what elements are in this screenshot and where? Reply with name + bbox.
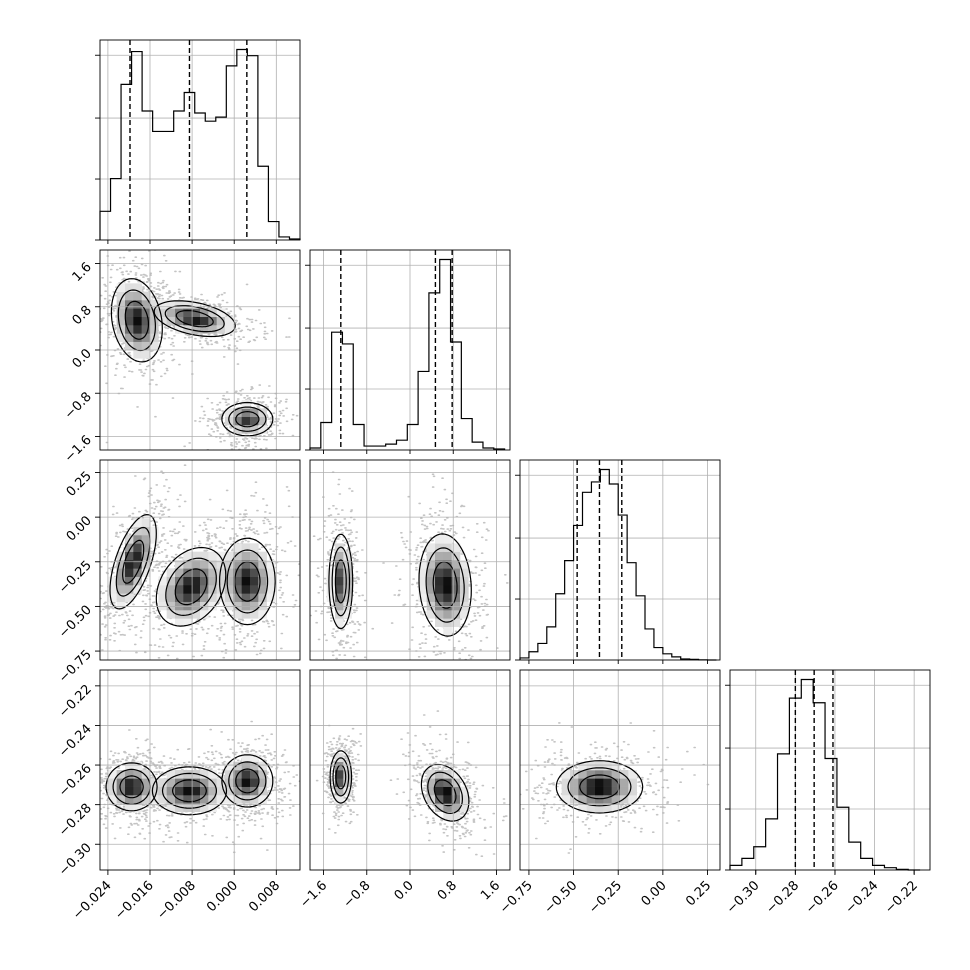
x-tick-label-0-2: −0.008 (154, 878, 199, 923)
contour (155, 546, 227, 627)
contour (567, 767, 632, 807)
x-tick-label-0-3: 0.000 (204, 878, 241, 915)
contour (174, 568, 208, 606)
contour (164, 305, 225, 333)
y-tick-label-3-0: −0.30 (56, 840, 95, 879)
y-tick-label-3-1: −0.28 (56, 801, 95, 840)
joint-panel-2-1 (309, 459, 511, 661)
contour (425, 547, 465, 623)
contour (335, 764, 347, 790)
contour (119, 775, 144, 799)
y-tick-label-2-2: −0.25 (56, 558, 95, 597)
y-tick-label-3-3: −0.24 (56, 722, 95, 761)
y-tick-label-2-4: 0.25 (64, 469, 95, 500)
contour (121, 539, 145, 584)
x-tick-label-3-1: −0.28 (763, 878, 802, 917)
x-tick-label-3-3: −0.24 (843, 878, 882, 917)
x-tick-label-3-2: −0.26 (803, 878, 842, 917)
y-tick-label-2-1: −0.50 (56, 603, 95, 642)
x-tick-label-1-1: −0.8 (341, 878, 374, 911)
y-tick-label-1-4: 1.6 (70, 260, 95, 285)
x-tick-label-3-4: −0.22 (882, 878, 921, 917)
joint-panel-2-0: −0.75 −0.50 −0.25 0.00 0.25 (56, 459, 301, 686)
contour (218, 537, 276, 626)
y-tick-label-1-1: −0.8 (62, 389, 95, 422)
histogram-line-0 (99, 48, 301, 240)
contour (579, 774, 620, 800)
y-tick-label-2-0: −0.75 (56, 647, 95, 686)
joint-panel-3-0: −0.30−0.28−0.26−0.24−0.22 (56, 669, 301, 879)
contour (331, 546, 351, 617)
contour (105, 762, 158, 812)
x-tick-label-1-4: 1.6 (478, 878, 503, 903)
x-tick-label-1-3: 0.8 (435, 878, 460, 903)
scatter-points (100, 250, 299, 450)
contour (228, 761, 267, 801)
x-tick-label-2-2: −0.25 (586, 878, 625, 917)
contour (235, 768, 260, 794)
histogram-line-1 (309, 258, 506, 450)
contour (420, 763, 470, 822)
contour (221, 401, 274, 437)
hist-panel-1 (305, 249, 511, 451)
contour (117, 289, 157, 352)
contour (112, 768, 151, 805)
hist-panel-2 (515, 459, 721, 661)
y-tick-label-1-3: 0.8 (70, 303, 95, 328)
y-tick-label-3-4: −0.22 (56, 682, 95, 721)
contour (161, 772, 218, 809)
contour (433, 779, 457, 807)
contour (235, 410, 260, 428)
contour (329, 750, 353, 804)
y-tick-label-2-3: 0.00 (64, 513, 95, 544)
y-tick-label-3-2: −0.26 (56, 761, 95, 800)
contour (226, 549, 269, 614)
x-tick-label-2-3: 0.00 (639, 878, 670, 909)
contour (153, 300, 236, 338)
histogram-line-2 (519, 468, 717, 661)
x-tick-label-2-4: 0.25 (683, 878, 714, 909)
contour (221, 754, 274, 808)
contour (115, 526, 151, 597)
x-tick-label-3-0: −0.30 (724, 878, 763, 917)
hist-panel-3 (725, 669, 931, 871)
contour (418, 533, 472, 637)
hist-panel-0 (95, 39, 301, 241)
contour (124, 300, 149, 340)
x-tick-label-1-0: −1.6 (297, 878, 330, 911)
joint-panel-3-2 (519, 669, 721, 871)
contour (332, 757, 350, 797)
joint-panel-1-0: −1.6 −0.8 0.0 0.8 1.6 (62, 249, 301, 466)
x-tick-label-1-2: 0.0 (392, 878, 417, 903)
contour (328, 533, 354, 630)
contour (175, 309, 214, 328)
x-tick-label-0-1: −0.016 (112, 878, 157, 923)
contour (151, 766, 228, 816)
contour (427, 771, 464, 815)
contour (234, 561, 261, 602)
contour (228, 406, 267, 432)
joint-panel-3-1 (309, 669, 511, 871)
x-tick-label-2-0: −0.75 (497, 878, 536, 917)
contour (171, 779, 207, 803)
histogram-line-3 (729, 678, 921, 871)
contour (555, 760, 644, 814)
contour (109, 513, 157, 610)
y-tick-label-1-0: −1.6 (62, 433, 95, 466)
contour (334, 559, 347, 604)
x-tick-label-2-1: −0.50 (542, 878, 581, 917)
x-tick-label-0-0: −0.024 (70, 878, 115, 923)
x-tick-label-0-4: 0.008 (246, 878, 283, 915)
y-tick-label-1-2: 0.0 (70, 346, 95, 371)
